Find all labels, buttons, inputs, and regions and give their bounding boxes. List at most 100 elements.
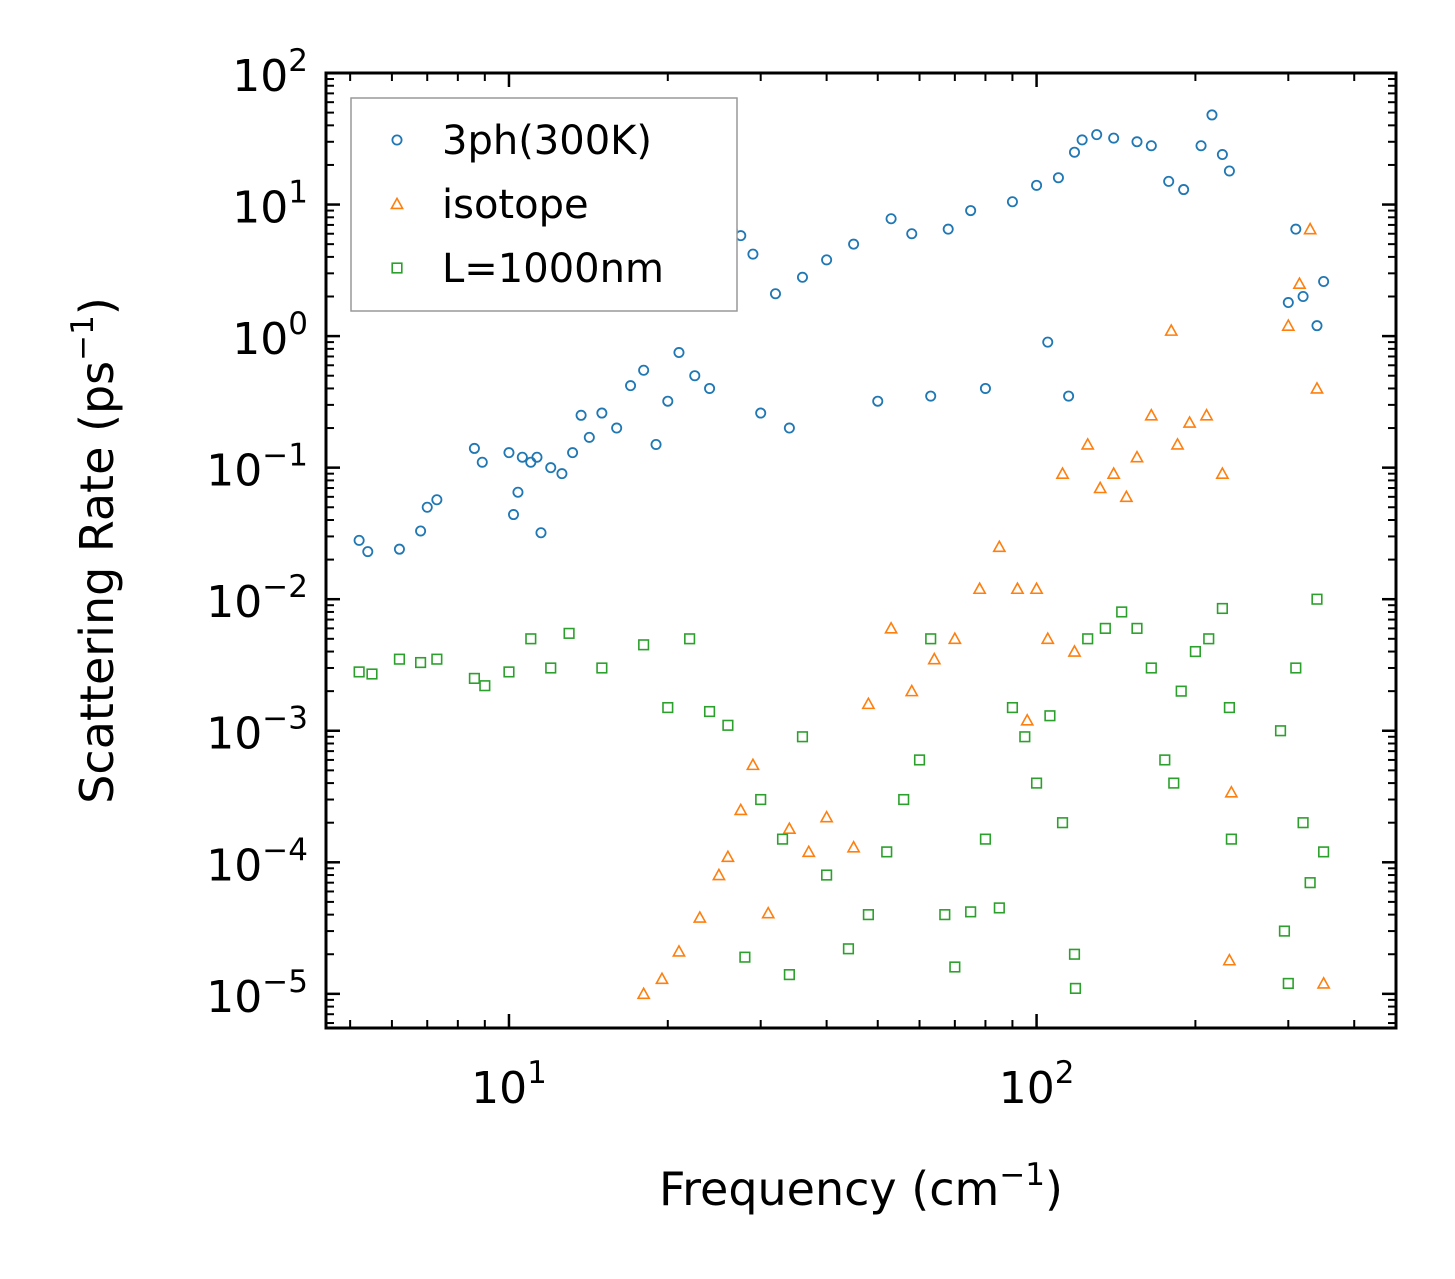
data-point [662,395,674,407]
data-point [431,653,443,665]
data-point [1106,466,1121,479]
data-point [1068,948,1081,960]
data-point [1145,140,1157,152]
legend-label: 3ph(300K) [442,118,652,164]
data-point [1131,622,1143,634]
data-point [1068,146,1080,158]
data-point [761,905,776,919]
data-point [525,633,537,645]
data-point [747,248,759,260]
data-point [1199,408,1214,421]
data-point [655,971,669,985]
data-point [1223,165,1235,177]
data-point [1076,134,1088,146]
data-point [1182,415,1197,428]
data-point [684,633,696,645]
data-point [662,701,674,714]
legend-entry: L=1000nm [391,246,664,292]
data-point [755,407,767,419]
data-point [947,631,962,645]
legend-label: isotope [442,182,589,228]
data-point [769,288,781,300]
plot-frame [324,71,1398,1030]
data-point [535,527,547,539]
data-point [801,844,816,858]
data-point [625,380,637,392]
data-point [972,581,987,595]
data-point [1216,602,1228,615]
data-point [1216,149,1228,161]
data-point [393,653,406,665]
data-point [1203,633,1215,645]
data-point [362,546,374,558]
data-point [1292,276,1307,290]
data-point [1303,221,1318,235]
data-point [393,543,405,555]
data-point [556,468,568,480]
data-point [575,409,587,421]
data-point [1311,593,1323,605]
data-point [906,228,918,240]
data-point [1080,437,1095,450]
data-point [468,672,481,684]
data-point [638,639,650,651]
legend-marker-triangle [390,196,404,210]
data-point [1082,633,1094,645]
legend-marker-circle [391,134,403,146]
data-point [1170,437,1185,450]
data-point [979,833,992,845]
data-point [1175,685,1187,697]
data-point [1195,140,1207,152]
x-axis-label: Frequency (cm−1) [659,1157,1063,1216]
data-point [1145,662,1157,674]
data-point [722,719,734,731]
data-point [862,909,874,921]
data-point [913,754,926,766]
data-point [596,407,608,419]
legend-entry: 3ph(300K) [391,118,652,164]
data-point [1304,877,1316,889]
data-point [783,422,795,434]
data-point [1318,846,1330,858]
data-point [415,525,427,537]
data-point [611,422,623,434]
legend-box [350,97,738,312]
data-point [583,431,595,443]
data-point [636,986,651,1000]
data-point [1278,925,1291,937]
data-point [796,271,808,283]
data-point [689,370,701,382]
data-point [1281,318,1296,331]
data-point [366,668,378,680]
data-point [1290,662,1302,674]
data-point [567,447,579,459]
data-point [638,364,650,376]
data-point [1006,196,1018,208]
series-isotope [636,221,1331,1000]
y-tick-label: 10−3 [206,701,308,760]
data-point [1163,175,1175,187]
data-point [776,833,789,845]
data-point [1056,817,1069,829]
data-point [1318,276,1330,288]
data-point [819,810,834,823]
data-point [673,347,685,359]
data-point [1069,982,1082,994]
data-point [881,846,893,858]
data-point [885,213,897,225]
data-point [704,382,716,394]
data-point [468,442,480,454]
data-point [672,944,686,957]
data-point [479,680,491,692]
data-point [1290,223,1302,235]
data-point [993,902,1005,914]
data-point [904,683,919,697]
data-point [1297,290,1309,302]
data-point [782,821,797,834]
legend: 3ph(300K) isotope L=1000nm [350,97,738,312]
x-tick-label: 101 [471,1055,547,1114]
data-point [927,651,942,665]
data-point [861,696,876,710]
data-point [1130,449,1144,463]
data-point [925,633,937,645]
